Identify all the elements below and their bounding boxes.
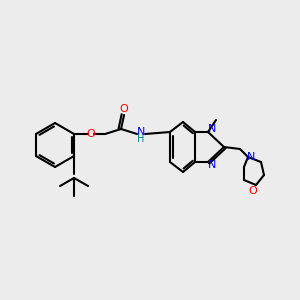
Text: N: N	[208, 124, 216, 134]
Text: H: H	[137, 134, 145, 144]
Text: O: O	[120, 104, 128, 114]
Text: O: O	[87, 129, 95, 139]
Text: N: N	[208, 160, 216, 170]
Text: N: N	[247, 152, 255, 162]
Text: N: N	[137, 127, 145, 137]
Text: O: O	[249, 186, 257, 196]
